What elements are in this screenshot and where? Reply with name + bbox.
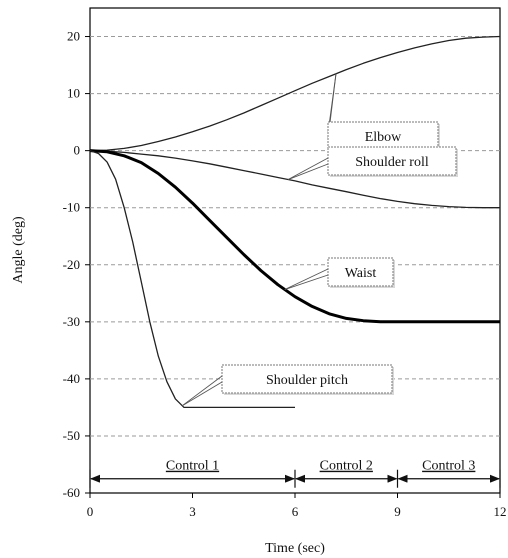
callout-box [327,146,457,176]
x-tick-label: 12 [494,504,507,519]
callout-leader [287,157,329,180]
series-shoulder-pitch [89,149,295,409]
x-tick-label: 3 [189,504,196,519]
y-tick-label: -40 [63,371,80,386]
plot-area [89,7,501,494]
callout-box [327,257,394,287]
callouts: Elbow Shoulder roll Waist Shoulder pitch [181,73,458,407]
phase-label: Control 2 [320,459,373,474]
y-tick-label: 0 [74,143,81,158]
callout-leader [284,274,329,290]
y-tick-label: 20 [67,29,80,44]
callout-label: Shoulder roll [355,155,429,170]
ticks: 20 10 0 -10 -20 -30 -40 -50 -60 0 3 6 9 12 [63,29,507,519]
y-tick-label: -60 [63,485,80,500]
x-axis-title: Time (sec) [265,541,325,556]
callout-leader [182,381,223,407]
y-tick-label: 10 [67,86,80,101]
phase-label: Control 3 [422,459,475,474]
y-tick-label: -50 [63,428,80,443]
y-axis-title: Angle (deg) [11,216,26,284]
callout-label: Shoulder pitch [266,373,348,388]
phase-arrows: Control 1 Control 2 Control 3 [89,459,501,488]
callout-box [327,121,439,151]
callout-leader [284,268,329,290]
callout-label: Elbow [365,130,402,145]
y-tick-label: -20 [63,257,80,272]
x-tick-label: 0 [87,504,94,519]
series-shoulder-roll [89,149,500,209]
x-tick-label: 9 [394,504,401,519]
y-tick-label: -10 [63,200,80,215]
series-waist [89,149,500,324]
callout-leader [181,375,223,407]
series-lines [89,35,501,409]
y-tick-label: -30 [63,314,80,329]
callout-label: Waist [345,266,377,281]
x-tick-label: 6 [292,504,299,519]
callout-box [221,364,393,394]
phase-label: Control 1 [166,459,219,474]
callout-leader [288,163,329,180]
series-elbow [89,35,501,152]
